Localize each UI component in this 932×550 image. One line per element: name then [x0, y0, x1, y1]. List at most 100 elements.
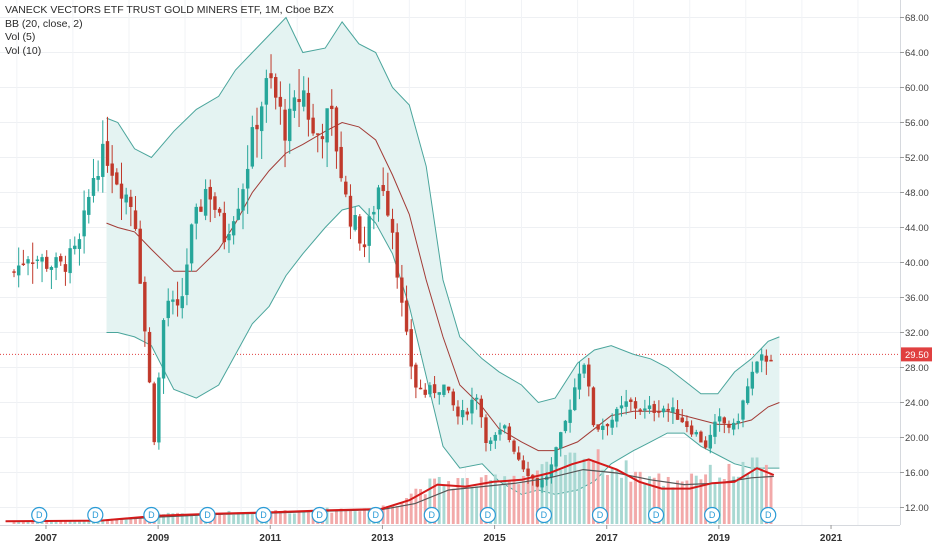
dividend-circle[interactable]: [199, 506, 216, 524]
x-tick-label: 2019: [708, 533, 731, 544]
candlesticks: [12, 54, 773, 493]
candle-body: [582, 364, 586, 374]
dividend-circle[interactable]: [311, 506, 328, 524]
candle-body: [619, 405, 624, 409]
dividend-circle[interactable]: [535, 506, 553, 524]
dividend-circle[interactable]: [143, 506, 160, 524]
volume-bar: [708, 464, 712, 524]
dividend-marker[interactable]: D: [479, 506, 496, 524]
vol10-indicator-label[interactable]: Vol (10): [5, 44, 42, 57]
volume-bar: [194, 514, 198, 524]
volume-bar: [498, 485, 502, 524]
dividend-marker[interactable]: D: [255, 506, 272, 524]
dividend-circle[interactable]: [367, 506, 384, 524]
dividend-circle[interactable]: [479, 506, 496, 524]
dividend-circle[interactable]: [704, 506, 721, 524]
candle-body: [722, 417, 726, 424]
dividend-circle[interactable]: [87, 506, 104, 524]
dividend-marker[interactable]: D: [143, 506, 160, 524]
candle-body: [189, 224, 194, 264]
candle-body: [624, 401, 628, 407]
volume-bar: [344, 510, 348, 524]
candle-body: [143, 281, 147, 332]
volume-bar: [63, 520, 67, 524]
candle-body: [446, 386, 451, 391]
candle-body: [423, 389, 427, 395]
volume-bar: [615, 469, 619, 524]
candle-body: [157, 377, 161, 443]
volume-bar: [395, 506, 399, 524]
volume-bar: [592, 460, 595, 524]
volume-bars: [12, 449, 773, 524]
volume-bar: [162, 514, 165, 524]
dividend-marker[interactable]: D: [87, 506, 104, 524]
dividend-marker[interactable]: D: [311, 506, 328, 524]
dividend-marker[interactable]: D: [423, 506, 440, 524]
dividend-marker[interactable]: D: [647, 506, 665, 524]
volume-bar: [634, 471, 637, 524]
volume-bar: [143, 515, 147, 524]
volume-bar: [353, 511, 357, 524]
volume-bar: [288, 513, 292, 524]
candle-body: [731, 422, 736, 430]
candle-body: [344, 181, 348, 195]
candle-body: [264, 78, 269, 105]
dividend-circle[interactable]: [31, 506, 48, 524]
candle-body: [278, 96, 283, 107]
volume-bar: [349, 509, 352, 524]
candle-body: [769, 359, 773, 362]
candle-body: [316, 133, 320, 135]
dividend-circle[interactable]: [591, 506, 609, 524]
candle-body: [110, 163, 114, 176]
dividend-circle[interactable]: [760, 506, 777, 524]
dividend-marker[interactable]: D: [535, 506, 553, 524]
dividend-letter: D: [260, 510, 267, 520]
dividend-marker[interactable]: D: [199, 506, 216, 524]
dividend-marker[interactable]: D: [31, 506, 48, 524]
candle-body: [591, 387, 596, 426]
candle-body: [675, 409, 680, 420]
x-tick-label: 2007: [35, 533, 58, 544]
volume-bar: [428, 478, 432, 524]
volume-bar: [77, 520, 81, 524]
candle-body: [129, 196, 133, 207]
time-scale-bg: [0, 525, 932, 550]
symbol-title[interactable]: VANECK VECTORS ETF TRUST GOLD MINERS ETF…: [5, 4, 334, 16]
candle-body: [283, 109, 287, 141]
candle-body: [559, 432, 563, 449]
candle-body: [297, 98, 301, 103]
candle-body: [573, 387, 577, 411]
dividend-marker[interactable]: D: [704, 506, 721, 524]
dividend-marker[interactable]: D: [760, 506, 777, 524]
dividend-circle[interactable]: [423, 506, 440, 524]
candle-body: [26, 259, 30, 264]
candle-body: [470, 399, 474, 414]
vol5-indicator-label[interactable]: Vol (5): [5, 31, 36, 43]
dividend-marker[interactable]: D: [367, 506, 384, 524]
candle-body: [680, 417, 684, 423]
dividend-circle[interactable]: [255, 506, 272, 524]
bb-indicator-label[interactable]: BB (20, close, 2): [5, 17, 83, 30]
dividend-marker[interactable]: D: [591, 506, 609, 524]
candle-body: [414, 364, 418, 388]
volume-bar: [545, 461, 549, 524]
volume-bar: [134, 518, 137, 524]
candle-body: [348, 195, 353, 227]
candle-body: [437, 392, 441, 395]
dividend-circle[interactable]: [647, 506, 665, 524]
volume-bar: [405, 498, 408, 524]
candle-body: [587, 364, 591, 387]
x-tick-label: 2017: [596, 533, 619, 544]
dividend-letter: D: [541, 510, 548, 520]
volume-bar: [138, 516, 142, 524]
candle-body: [82, 210, 86, 237]
candle-body: [727, 424, 731, 428]
volume-bar: [526, 477, 530, 524]
candle-body: [63, 264, 68, 272]
volume-bar: [596, 449, 600, 524]
volume-bar: [493, 474, 497, 524]
volume-bar: [727, 463, 731, 524]
candle-body: [217, 208, 222, 213]
